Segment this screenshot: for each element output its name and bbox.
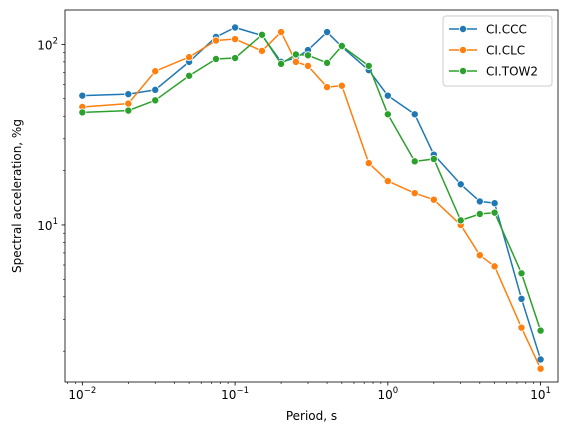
data-point: [277, 28, 286, 37]
data-point: [323, 58, 332, 67]
data-point: [185, 71, 194, 80]
data-point: [517, 323, 526, 332]
data-point: [337, 81, 346, 90]
legend: CI.CCC CI.CLC CI.TOW2: [442, 15, 553, 87]
x-tick-label: 10−1: [221, 386, 249, 402]
data-point: [303, 61, 312, 70]
data-point: [323, 83, 332, 92]
data-point: [257, 46, 266, 55]
data-point: [383, 177, 392, 186]
legend-item: CI.TOW2: [449, 65, 538, 79]
data-point: [517, 294, 526, 303]
series-ci-tow2: [78, 30, 545, 335]
data-point: [124, 99, 133, 108]
data-point: [231, 54, 240, 63]
legend-marker: [458, 24, 467, 33]
data-point: [475, 251, 484, 260]
data-point: [490, 262, 499, 271]
data-point: [410, 189, 419, 198]
data-point: [429, 195, 438, 204]
x-tick-label: 101: [530, 386, 551, 402]
legend-item: CI.CCC: [449, 23, 527, 37]
data-point: [323, 28, 332, 37]
legend-label: CI.TOW2: [486, 65, 538, 79]
data-point: [456, 216, 465, 225]
legend-box: [442, 15, 553, 87]
plot-area-frame: [64, 9, 559, 383]
data-point: [151, 67, 160, 76]
x-axis-label: Period, s: [286, 409, 337, 423]
data-point: [429, 154, 438, 163]
data-point: [124, 106, 133, 115]
data-point: [291, 50, 300, 59]
data-point: [364, 159, 373, 168]
x-axis-ticks: 10−2 10−1 100 101: [67, 382, 551, 402]
y-axis-label: Spectral acceleration, %g: [10, 119, 24, 273]
data-point: [78, 108, 87, 117]
data-point: [536, 326, 545, 335]
data-point: [124, 90, 133, 99]
data-point: [383, 110, 392, 119]
legend-label: CI.CLC: [486, 44, 525, 58]
data-point: [364, 61, 373, 70]
legend-marker: [458, 67, 467, 76]
data-point: [303, 51, 312, 60]
data-point: [78, 91, 87, 100]
series-ci-clc: [78, 28, 545, 373]
data-point: [475, 197, 484, 206]
x-tick-label: 10−2: [68, 386, 96, 402]
data-point: [456, 180, 465, 189]
data-point: [475, 209, 484, 218]
y-tick-label: 101: [37, 217, 58, 233]
data-point: [536, 364, 545, 373]
legend-label: CI.CCC: [486, 23, 527, 37]
data-point: [231, 23, 240, 32]
data-point: [490, 208, 499, 217]
y-tick-label: 102: [37, 36, 58, 52]
legend-item: CI.CLC: [449, 44, 525, 58]
data-point: [410, 110, 419, 119]
series-layer: [78, 23, 545, 373]
data-point: [383, 91, 392, 100]
data-point: [517, 269, 526, 278]
legend-marker: [458, 46, 467, 55]
data-point: [257, 30, 266, 39]
data-point: [212, 36, 221, 45]
data-point: [231, 35, 240, 44]
data-point: [185, 53, 194, 62]
data-point: [151, 85, 160, 94]
data-point: [151, 96, 160, 105]
x-tick-label: 100: [377, 386, 398, 402]
data-point: [277, 59, 286, 68]
data-point: [291, 57, 300, 66]
data-point: [410, 157, 419, 166]
data-point: [337, 41, 346, 50]
y-axis-ticks: 101 102: [37, 36, 65, 352]
data-point: [212, 54, 221, 63]
data-point: [490, 199, 499, 208]
